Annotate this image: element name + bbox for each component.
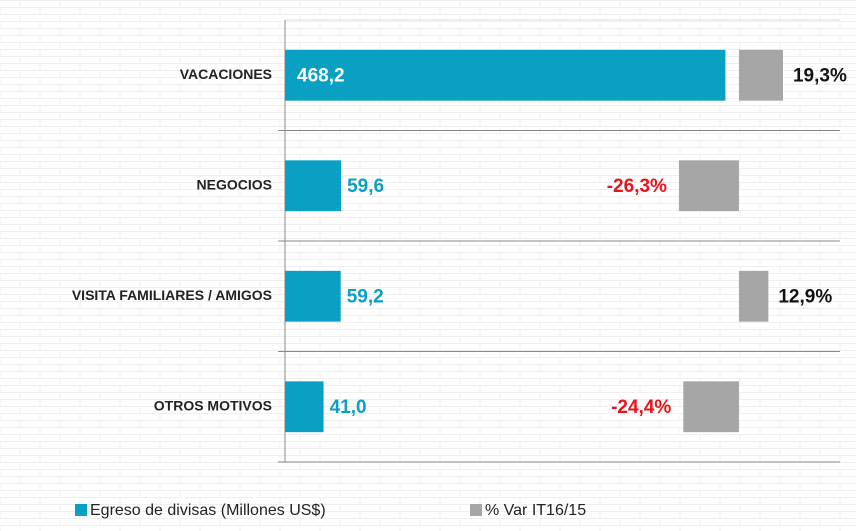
category-label: NEGOCIOS — [197, 176, 272, 192]
category-label: OTROS MOTIVOS — [154, 397, 272, 413]
bar — [738, 49, 783, 101]
data-label: 59,2 — [347, 286, 384, 307]
bar — [738, 270, 769, 322]
legend-label: % Var IT16/15 — [485, 502, 586, 519]
bar — [285, 270, 341, 322]
bar — [285, 381, 324, 433]
data-label: 12,9% — [778, 286, 832, 307]
data-label: -24,4% — [611, 397, 671, 418]
data-label: 468,2 — [297, 65, 345, 86]
bar — [285, 49, 726, 101]
legend-label: Egreso de divisas (Millones US$) — [90, 502, 326, 519]
bar — [678, 160, 739, 212]
category-label: VACACIONES — [180, 66, 272, 82]
legend-swatch — [75, 504, 87, 516]
data-label: -26,3% — [607, 176, 667, 197]
category-label: VISITA FAMILIARES / AMIGOS — [72, 287, 272, 303]
bar — [683, 381, 739, 433]
data-label: 41,0 — [330, 397, 367, 418]
data-label: 19,3% — [793, 65, 847, 86]
legend-swatch — [470, 504, 482, 516]
data-label: 59,6 — [347, 176, 384, 197]
bar — [285, 160, 342, 212]
